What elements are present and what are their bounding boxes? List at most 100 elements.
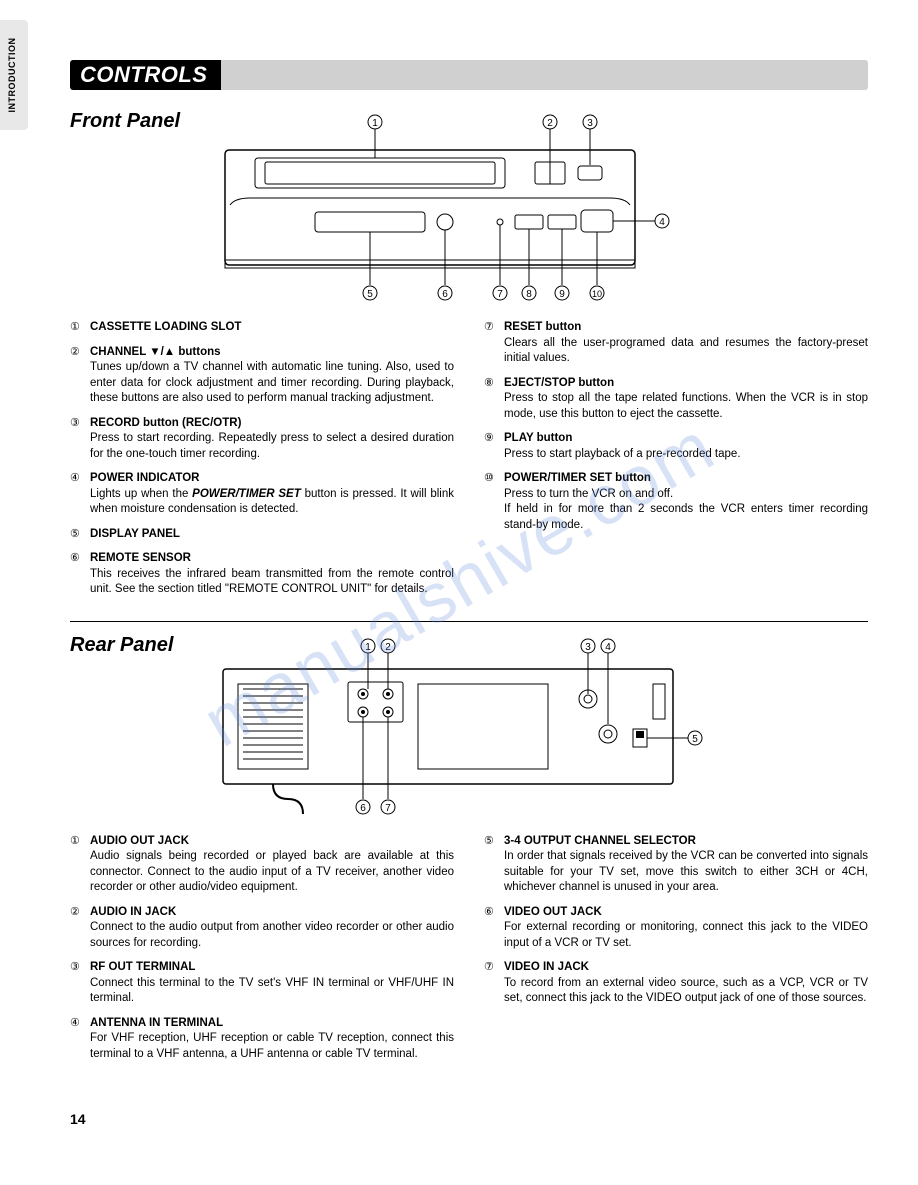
item-description: For VHF reception, UHF reception or cabl… bbox=[90, 1032, 454, 1060]
svg-text:3: 3 bbox=[586, 642, 592, 653]
item-description: Connect this terminal to the TV set's VH… bbox=[90, 977, 454, 1005]
item-description: Connect to the audio output from another… bbox=[90, 921, 454, 949]
list-item: ⑩POWER/TIMER SET buttonPress to turn the… bbox=[484, 471, 868, 533]
rear-left-col: ①AUDIO OUT JACK Audio signals being recor… bbox=[70, 834, 454, 1072]
page-number: 14 bbox=[70, 1111, 868, 1127]
header-title: CONTROLS bbox=[70, 60, 221, 90]
item-title: RF OUT TERMINAL bbox=[90, 961, 195, 973]
header-fill bbox=[221, 60, 868, 90]
item-number: ⑤ bbox=[70, 527, 90, 543]
svg-text:1: 1 bbox=[366, 642, 372, 653]
item-title: CASSETTE LOADING SLOT bbox=[90, 321, 241, 333]
rear-panel-columns: ①AUDIO OUT JACK Audio signals being recor… bbox=[70, 834, 868, 1072]
item-body: VIDEO OUT JACK For external recording or … bbox=[504, 905, 868, 952]
item-number: ① bbox=[70, 320, 90, 336]
item-body: REMOTE SENSOR This receives the infrared … bbox=[90, 551, 454, 598]
front-left-col: ①CASSETTE LOADING SLOT②CHANNEL ▼/▲ butto… bbox=[70, 320, 454, 607]
list-item: ③RECORD button (REC/OTR)Press to start r… bbox=[70, 416, 454, 463]
svg-text:4: 4 bbox=[659, 217, 665, 228]
item-body: RF OUT TERMINAL Connect this terminal to … bbox=[90, 960, 454, 1007]
list-item: ②AUDIO IN JACK Connect to the audio outpu… bbox=[70, 905, 454, 952]
item-body: POWER INDICATOR Lights up when the POWER/… bbox=[90, 471, 454, 518]
list-item: ⑦RESET button Clears all the user-program… bbox=[484, 320, 868, 367]
item-body: AUDIO IN JACK Connect to the audio output… bbox=[90, 905, 454, 952]
item-title: RESET button bbox=[504, 321, 581, 333]
item-number: ⑥ bbox=[70, 551, 90, 598]
front-right-col: ⑦RESET button Clears all the user-program… bbox=[484, 320, 868, 607]
item-title: PLAY button bbox=[504, 432, 572, 444]
item-title: VIDEO OUT JACK bbox=[504, 906, 602, 918]
item-title: DISPLAY PANEL bbox=[90, 528, 180, 540]
item-description: For external recording or monitoring, co… bbox=[504, 921, 868, 949]
item-body: ANTENNA IN TERMINALFor VHF reception, UH… bbox=[90, 1016, 454, 1063]
svg-text:7: 7 bbox=[386, 803, 392, 814]
item-number: ⑤ bbox=[484, 834, 504, 896]
item-number: ④ bbox=[70, 471, 90, 518]
svg-text:2: 2 bbox=[547, 118, 553, 129]
item-body: RESET button Clears all the user-programe… bbox=[504, 320, 868, 367]
item-body: EJECT/STOP button Press to stop all the t… bbox=[504, 376, 868, 423]
list-item: ⑥REMOTE SENSOR This receives the infrared… bbox=[70, 551, 454, 598]
list-item: ③RF OUT TERMINAL Connect this terminal to… bbox=[70, 960, 454, 1007]
item-title: EJECT/STOP button bbox=[504, 377, 614, 389]
svg-text:9: 9 bbox=[559, 289, 565, 300]
item-description: Lights up when the POWER/TIMER SET butto… bbox=[90, 488, 454, 516]
side-tab: INTRODUCTION bbox=[0, 20, 28, 130]
list-item: ⑤DISPLAY PANEL bbox=[70, 527, 454, 543]
svg-text:10: 10 bbox=[592, 289, 602, 299]
item-title: REMOTE SENSOR bbox=[90, 552, 191, 564]
item-title: AUDIO IN JACK bbox=[90, 906, 176, 918]
list-item: ④ANTENNA IN TERMINALFor VHF reception, U… bbox=[70, 1016, 454, 1063]
item-number: ② bbox=[70, 345, 90, 407]
item-description: Clears all the user-programed data and r… bbox=[504, 337, 868, 365]
item-description: Press to start playback of a pre-recorde… bbox=[504, 448, 741, 460]
svg-text:4: 4 bbox=[606, 642, 612, 653]
item-body: 3-4 OUTPUT CHANNEL SELECTORIn order that… bbox=[504, 834, 868, 896]
rear-panel-title: Rear Panel bbox=[70, 634, 173, 657]
item-number: ⑩ bbox=[484, 471, 504, 533]
svg-text:6: 6 bbox=[361, 803, 367, 814]
item-description: This receives the infrared beam transmit… bbox=[90, 568, 454, 596]
item-body: POWER/TIMER SET buttonPress to turn the … bbox=[504, 471, 868, 533]
svg-text:1: 1 bbox=[372, 118, 378, 129]
list-item: ⑦VIDEO IN JACK To record from an external… bbox=[484, 960, 868, 1007]
item-description: Press to turn the VCR on and off.If held… bbox=[504, 488, 868, 531]
front-panel-title: Front Panel bbox=[70, 110, 180, 133]
item-description: To record from an external video source,… bbox=[504, 977, 868, 1005]
item-number: ⑧ bbox=[484, 376, 504, 423]
item-number: ③ bbox=[70, 416, 90, 463]
list-item: ④POWER INDICATOR Lights up when the POWER… bbox=[70, 471, 454, 518]
rear-right-col: ⑤3-4 OUTPUT CHANNEL SELECTORIn order tha… bbox=[484, 834, 868, 1072]
item-description: Tunes up/down a TV channel with automati… bbox=[90, 361, 454, 404]
item-body: CHANNEL ▼/▲ buttons Tunes up/down a TV ch… bbox=[90, 345, 454, 407]
svg-text:7: 7 bbox=[497, 289, 503, 300]
item-title: CHANNEL ▼/▲ buttons bbox=[90, 346, 221, 358]
svg-text:3: 3 bbox=[587, 118, 593, 129]
front-panel-columns: ①CASSETTE LOADING SLOT②CHANNEL ▼/▲ butto… bbox=[70, 320, 868, 607]
item-title: VIDEO IN JACK bbox=[504, 961, 589, 973]
list-item: ⑤3-4 OUTPUT CHANNEL SELECTORIn order tha… bbox=[484, 834, 868, 896]
side-tab-label: INTRODUCTION bbox=[7, 25, 17, 125]
front-panel-diagram: 1 2 3 bbox=[200, 110, 680, 310]
item-description: Press to stop all the tape related funct… bbox=[504, 392, 868, 420]
svg-text:5: 5 bbox=[693, 734, 699, 745]
item-number: ⑦ bbox=[484, 320, 504, 367]
item-title: POWER INDICATOR bbox=[90, 472, 199, 484]
item-number: ⑥ bbox=[484, 905, 504, 952]
item-number: ③ bbox=[70, 960, 90, 1007]
list-item: ①CASSETTE LOADING SLOT bbox=[70, 320, 454, 336]
list-item: ②CHANNEL ▼/▲ buttons Tunes up/down a TV c… bbox=[70, 345, 454, 407]
item-description: Audio signals being recorded or played b… bbox=[90, 850, 454, 893]
item-number: ④ bbox=[70, 1016, 90, 1063]
item-number: ② bbox=[70, 905, 90, 952]
item-title: AUDIO OUT JACK bbox=[90, 835, 189, 847]
item-description: Press to start recording. Repeatedly pre… bbox=[90, 432, 454, 460]
list-item: ⑥VIDEO OUT JACK For external recording or… bbox=[484, 905, 868, 952]
item-body: VIDEO IN JACK To record from an external … bbox=[504, 960, 868, 1007]
item-number: ① bbox=[70, 834, 90, 896]
item-number: ⑦ bbox=[484, 960, 504, 1007]
item-body: DISPLAY PANEL bbox=[90, 527, 454, 543]
list-item: ⑧EJECT/STOP button Press to stop all the … bbox=[484, 376, 868, 423]
rear-panel-diagram: 1 2 3 4 bbox=[193, 634, 713, 824]
item-description: In order that signals received by the VC… bbox=[504, 850, 868, 893]
